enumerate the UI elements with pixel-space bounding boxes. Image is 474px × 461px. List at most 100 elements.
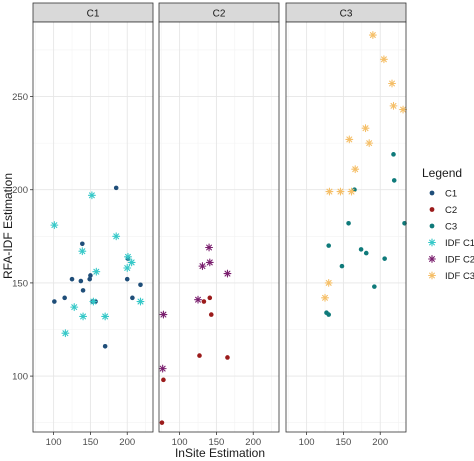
data-point-asterisk — [321, 293, 329, 302]
asterisk-stroke — [102, 313, 109, 320]
asterisk-stroke — [380, 56, 387, 63]
data-point — [159, 420, 165, 425]
major-gridlines — [159, 22, 279, 432]
legend-entry: IDF C3 — [428, 271, 474, 282]
x-axis-title: InSite Estimation — [175, 446, 265, 460]
panel-background — [33, 22, 153, 432]
data-point — [201, 299, 207, 304]
data-point-asterisk — [101, 312, 110, 321]
data-point-asterisk — [223, 269, 232, 278]
x-tick-label: 100 — [46, 437, 62, 448]
data-point-asterisk — [89, 297, 98, 306]
series-idf-c1 — [50, 191, 145, 338]
data-point-asterisk — [87, 191, 96, 200]
data-point — [62, 295, 67, 301]
data-point-asterisk — [123, 264, 132, 272]
data-point-asterisk — [336, 187, 345, 196]
asterisk-stroke — [326, 188, 333, 195]
asterisk-stroke — [90, 298, 97, 305]
asterisk-stroke — [62, 330, 69, 337]
x-tick-label: 150 — [208, 437, 224, 448]
data-point — [225, 355, 230, 360]
asterisk-stroke — [125, 253, 131, 260]
legend-key-dot — [429, 207, 435, 212]
data-point — [78, 278, 84, 284]
legend-entry: IDF C2 — [428, 255, 474, 266]
data-point — [80, 288, 86, 293]
legend-key-asterisk — [428, 255, 436, 263]
data-point — [197, 353, 202, 358]
data-point — [102, 343, 108, 349]
panel-border — [285, 21, 407, 433]
asterisk-stroke — [206, 244, 213, 251]
data-point-asterisk — [92, 267, 101, 276]
data-point-asterisk — [389, 101, 398, 110]
data-point-asterisk — [345, 135, 354, 144]
data-point-asterisk — [388, 79, 396, 88]
data-point — [69, 276, 75, 282]
series-idf-c2 — [158, 243, 232, 373]
asterisk-stroke — [159, 365, 166, 372]
data-point — [87, 276, 92, 282]
asterisk-stroke — [322, 294, 328, 301]
series-c3 — [324, 152, 407, 317]
facet-strip-label: C2 — [213, 9, 226, 20]
data-point — [124, 276, 130, 282]
data-point — [346, 220, 351, 226]
chart-panels: C1 C2 C3 — [32, 2, 408, 433]
asterisk-stroke — [79, 248, 86, 255]
panel-c3: C3 — [285, 2, 408, 433]
series-c2 — [159, 295, 230, 425]
asterisk-stroke — [80, 313, 87, 320]
y-axis-title: RFA-IDF Estimation — [1, 173, 15, 279]
data-point-asterisk — [324, 278, 333, 287]
legend-entry: IDF C1 — [428, 238, 474, 249]
asterisk-stroke — [429, 239, 435, 246]
data-point — [326, 243, 331, 248]
data-point-asterisk — [78, 247, 87, 256]
x-tick-label: 200 — [372, 437, 388, 448]
series-idf-c3 — [321, 31, 408, 302]
asterisk-stroke — [160, 311, 167, 318]
data-point — [358, 247, 364, 252]
asterisk-stroke — [195, 296, 201, 303]
x-tick-label: 150 — [335, 437, 351, 448]
minor-gridlines — [33, 22, 153, 432]
data-point-asterisk — [159, 310, 168, 319]
major-gridlines — [286, 22, 406, 432]
data-point-asterisk — [136, 297, 145, 306]
asterisk-stroke — [400, 106, 407, 113]
asterisk-stroke — [337, 188, 344, 195]
data-point — [352, 187, 357, 193]
data-point-asterisk — [194, 295, 202, 304]
data-point — [372, 284, 377, 289]
asterisk-stroke — [389, 80, 395, 87]
data-point — [88, 273, 93, 278]
panel-background — [159, 22, 279, 432]
minor-gridlines — [159, 22, 279, 432]
x-tick-label: 200 — [245, 437, 261, 448]
data-point-asterisk — [399, 105, 408, 114]
data-point — [208, 312, 214, 317]
asterisk-stroke — [128, 259, 135, 266]
legend-label: C2 — [445, 205, 457, 216]
asterisk-stroke — [93, 268, 100, 275]
data-point — [113, 185, 119, 191]
data-point — [161, 377, 166, 383]
legend-entry: C3 — [429, 222, 457, 233]
asterisk-stroke — [137, 298, 144, 305]
legend: Legend C1 C2 C3 IDF C1 IDF C2 IDF C3 — [422, 166, 474, 282]
asterisk-stroke — [366, 140, 373, 147]
data-point — [326, 312, 331, 317]
asterisk-stroke — [113, 233, 120, 240]
panel-c2: C2 — [158, 2, 280, 433]
data-point — [80, 241, 85, 247]
chart-axes: 100 150 200 100 150 200 100 150 200 100 150 200 250 — [12, 92, 388, 448]
data-point — [207, 295, 213, 301]
data-point-asterisk — [325, 187, 334, 196]
asterisk-stroke — [224, 270, 231, 277]
legend-title: Legend — [422, 166, 462, 180]
data-point-asterisk — [368, 31, 377, 39]
asterisk-stroke — [352, 166, 359, 173]
data-point-asterisk — [79, 312, 88, 321]
